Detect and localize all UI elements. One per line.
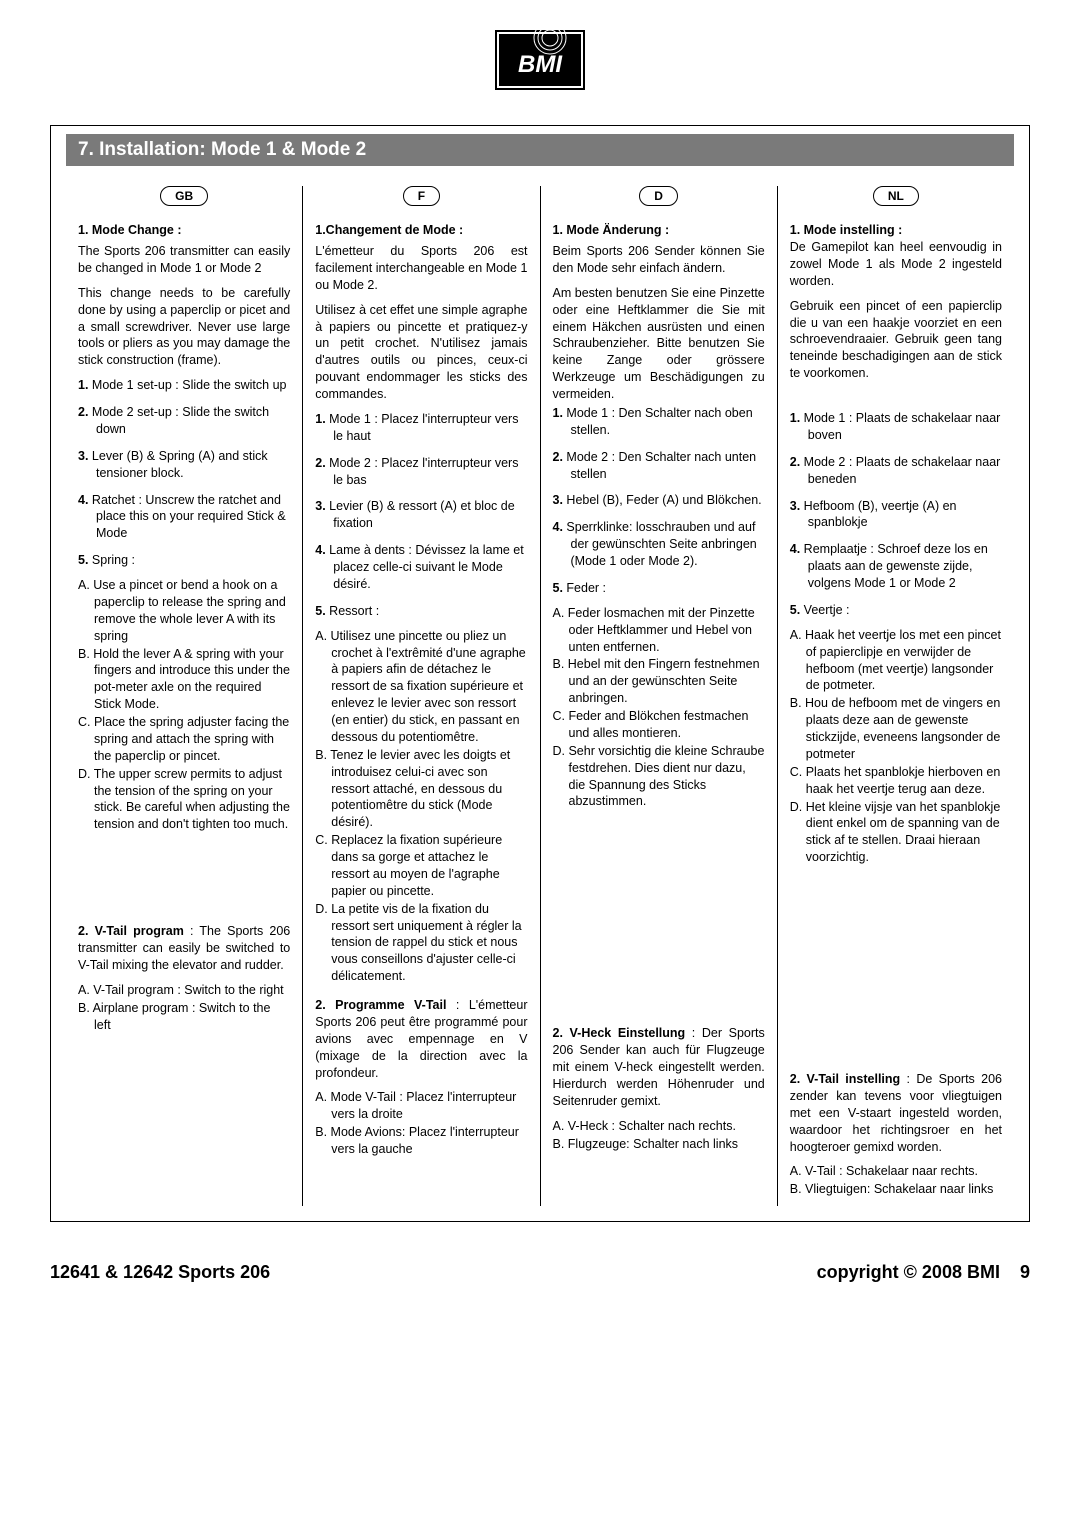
list-item: D. Sehr vorsichtig die kleine Schraube f… xyxy=(553,743,765,811)
paragraph: L'émetteur du Sports 206 est facilement … xyxy=(315,243,527,294)
paragraph: Utilisez à cet effet une simple agraphe … xyxy=(315,302,527,403)
list-item: 3. Hebel (B), Feder (A) und Blökchen. xyxy=(553,492,765,509)
list-item: B. Airplane program : Switch to the left xyxy=(78,1000,290,1034)
sublist: A. Use a pincet or bend a hook on a pape… xyxy=(78,577,290,833)
list-item: A. V-Tail : Schakelaar naar rechts. xyxy=(790,1163,1002,1180)
list-item: B. Hebel mit den Fingern festnehmen und … xyxy=(553,656,765,707)
list-item: 2. Mode 2 set-up : Slide the switch down xyxy=(78,404,290,438)
numbered-list: 1. Mode 1 set-up : Slide the switch up 2… xyxy=(78,377,290,569)
list-item: 3. Hefboom (B), veertje (A) en spanblokj… xyxy=(790,498,1002,532)
list-item: D. The upper screw permits to adjust the… xyxy=(78,766,290,834)
lang-badge-gb: GB xyxy=(78,186,290,206)
paragraph: 2. Programme V-Tail : L'émetteur Sports … xyxy=(315,997,527,1081)
list-item: B. Flugzeuge: Schalter nach links xyxy=(553,1136,765,1153)
list-item: 5. Spring : xyxy=(78,552,290,569)
paragraph: 2. V-Tail instelling : De Sports 206 zen… xyxy=(790,1071,1002,1155)
paragraph: Am besten benutzen Sie eine Pinzette ode… xyxy=(553,285,765,403)
list-item: 3. Lever (B) & Spring (A) and stick tens… xyxy=(78,448,290,482)
list-item: 1. Mode 1 : Den Schalter nach oben stell… xyxy=(553,405,765,439)
sublist: A. V-Tail program : Switch to the right … xyxy=(78,982,290,1034)
list-item: A. V-Tail program : Switch to the right xyxy=(78,982,290,999)
lang-badge-f: F xyxy=(315,186,527,206)
paragraph: This change needs to be carefully done b… xyxy=(78,285,290,369)
list-item: 4. Sperrklinke: losschrauben und auf der… xyxy=(553,519,765,570)
paragraph: Beim Sports 206 Sender können Sie den Mo… xyxy=(553,243,765,277)
list-item: 2. Mode 2 : Den Schalter nach unten stel… xyxy=(553,449,765,483)
lang-badge-nl: NL xyxy=(790,186,1002,206)
list-item: 4. Remplaatje : Schroef deze los en plaa… xyxy=(790,541,1002,592)
list-item: A. Haak het veertje los met een pincet o… xyxy=(790,627,1002,695)
list-item: C. Feder and Blökchen festmachen und all… xyxy=(553,708,765,742)
sublist: A. Mode V-Tail : Placez l'interrupteur v… xyxy=(315,1089,527,1158)
columns: GB 1. Mode Change : The Sports 206 trans… xyxy=(66,186,1014,1206)
section-header: 7. Installation: Mode 1 & Mode 2 xyxy=(66,134,1014,166)
list-item: 5. Ressort : xyxy=(315,603,527,620)
list-item: B. Hou de hefboom met de vingers en plaa… xyxy=(790,695,1002,763)
footer: 12641 & 12642 Sports 206 copyright © 200… xyxy=(50,1262,1030,1283)
list-item: A. V-Heck : Schalter nach rechts. xyxy=(553,1118,765,1135)
paragraph: The Sports 206 transmitter can easily be… xyxy=(78,243,290,277)
numbered-list: 1. Mode 1 : Plaats de schakelaar naar bo… xyxy=(790,410,1002,619)
list-item: A. Use a pincet or bend a hook on a pape… xyxy=(78,577,290,645)
list-item: 4. Lame à dents : Dévissez la lame et pl… xyxy=(315,542,527,593)
list-item: D. Het kleine vijsje van het spanblokje … xyxy=(790,799,1002,867)
list-item: 2. Mode 2 : Plaats de schakelaar naar be… xyxy=(790,454,1002,488)
list-item: B. Mode Avions: Placez l'interrupteur ve… xyxy=(315,1124,527,1158)
sublist: A. Haak het veertje los met een pincet o… xyxy=(790,627,1002,866)
list-item: 1. Mode 1 : Placez l'interrupteur vers l… xyxy=(315,411,527,445)
footer-left: 12641 & 12642 Sports 206 xyxy=(50,1262,270,1283)
list-item: A. Mode V-Tail : Placez l'interrupteur v… xyxy=(315,1089,527,1123)
heading: 1. Mode Änderung : xyxy=(553,222,765,239)
paragraph: 2. V-Heck Einstellung : Der Sports 206 S… xyxy=(553,1025,765,1109)
heading: 1. Mode Change : xyxy=(78,222,290,239)
list-item: 1. Mode 1 : Plaats de schakelaar naar bo… xyxy=(790,410,1002,444)
list-item: A. Feder losmachen mit der Pinzette oder… xyxy=(553,605,765,656)
list-item: 4. Ratchet : Unscrew the ratchet and pla… xyxy=(78,492,290,543)
paragraph: De Gamepilot kan heel eenvoudig in zowel… xyxy=(790,239,1002,290)
column-gb: GB 1. Mode Change : The Sports 206 trans… xyxy=(66,186,302,1206)
list-item: 3. Levier (B) & ressort (A) et bloc de f… xyxy=(315,498,527,532)
column-d: D 1. Mode Änderung : Beim Sports 206 Sen… xyxy=(540,186,777,1206)
heading: 1. Mode instelling : xyxy=(790,222,1002,239)
list-item: 5. Veertje : xyxy=(790,602,1002,619)
list-item: 5. Feder : xyxy=(553,580,765,597)
list-item: 1. Mode 1 set-up : Slide the switch up xyxy=(78,377,290,394)
list-item: C. Plaats het spanblokje hierboven en ha… xyxy=(790,764,1002,798)
column-f: F 1.Changement de Mode : L'émetteur du S… xyxy=(302,186,539,1206)
sublist: A. V-Tail : Schakelaar naar rechts. B. V… xyxy=(790,1163,1002,1198)
column-nl: NL 1. Mode instelling : De Gamepilot kan… xyxy=(777,186,1014,1206)
sublist: A. Feder losmachen mit der Pinzette oder… xyxy=(553,605,765,811)
lang-badge-d: D xyxy=(553,186,765,206)
footer-right: copyright © 2008 BMI 9 xyxy=(817,1262,1030,1283)
list-item: B. Hold the lever A & spring with your f… xyxy=(78,646,290,714)
paragraph: Gebruik een pincet of een papierclip die… xyxy=(790,298,1002,382)
sublist: A. V-Heck : Schalter nach rechts. B. Flu… xyxy=(553,1118,765,1153)
numbered-list: 1. Mode 1 : Den Schalter nach oben stell… xyxy=(553,405,765,597)
paragraph: 2. V-Tail program : The Sports 206 trans… xyxy=(78,923,290,974)
list-item: A. Utilisez une pincette ou pliez un cro… xyxy=(315,628,527,746)
content-frame: 7. Installation: Mode 1 & Mode 2 GB 1. M… xyxy=(50,125,1030,1222)
list-item: B. Vliegtuigen: Schakelaar naar links xyxy=(790,1181,1002,1198)
numbered-list: 1. Mode 1 : Placez l'interrupteur vers l… xyxy=(315,411,527,620)
list-item: C. Replacez la fixation supérieure dans … xyxy=(315,832,527,900)
list-item: D. La petite vis de la fixation du resso… xyxy=(315,901,527,985)
list-item: B. Tenez le levier avec les doigts et in… xyxy=(315,747,527,831)
heading: 1.Changement de Mode : xyxy=(315,222,527,239)
svg-text:BMI: BMI xyxy=(518,51,563,78)
list-item: 2. Mode 2 : Placez l'interrupteur vers l… xyxy=(315,455,527,489)
logo: BMI xyxy=(50,30,1030,95)
sublist: A. Utilisez une pincette ou pliez un cro… xyxy=(315,628,527,985)
list-item: C. Place the spring adjuster facing the … xyxy=(78,714,290,765)
